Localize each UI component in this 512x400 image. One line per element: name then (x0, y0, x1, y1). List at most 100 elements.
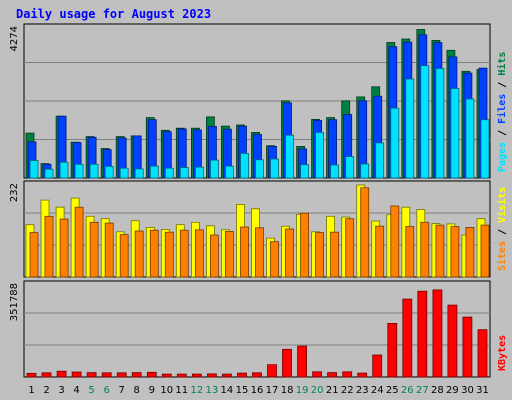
bar-kbytes-day-21 (327, 372, 338, 378)
day-label-6: 6 (104, 385, 110, 396)
bar-sites-day-20 (315, 232, 325, 278)
max-label: 232 (9, 183, 20, 202)
bar-kbytes-day-25 (387, 322, 398, 378)
side-legend: Sites / Visits (496, 187, 508, 271)
bar-sites-day-22 (345, 218, 355, 278)
bar-sites-day-13 (209, 234, 219, 278)
day-label-30: 30 (461, 385, 474, 396)
bar-kbytes-day-6 (101, 372, 112, 378)
panel-hits-panel: 4274 Pages / Files / Hits (9, 23, 508, 179)
bar-pages-day-31 (480, 119, 490, 179)
panel-kbytes-panel: 351788 KBytes (9, 280, 508, 378)
bar-sites-day-1 (29, 232, 39, 278)
day-label-26: 26 (401, 385, 414, 396)
panel-visits-panel: 232 Sites / Visits (9, 180, 508, 278)
legend-visits: Visits (496, 187, 508, 223)
bar-pages-day-29 (450, 88, 460, 179)
bar-kbytes-day-3 (56, 370, 67, 378)
bar-pages-day-12 (194, 166, 204, 179)
day-label-10: 10 (160, 385, 173, 396)
legend-separator: / (497, 223, 508, 241)
bar-sites-day-24 (375, 225, 385, 278)
day-label-18: 18 (281, 385, 294, 396)
bar-pages-day-1 (29, 160, 39, 179)
day-label-5: 5 (88, 385, 94, 396)
bar-kbytes-day-19 (297, 345, 308, 378)
day-label-21: 21 (326, 385, 339, 396)
bar-pages-day-18 (285, 134, 294, 179)
bar-pages-day-23 (360, 163, 370, 179)
bar-pages-day-15 (240, 152, 249, 179)
legend-kbytes: KBytes (497, 335, 508, 371)
bar-pages-day-25 (390, 107, 400, 179)
legend-pages: Pages (497, 142, 508, 172)
legend-separator: / (497, 76, 508, 94)
bar-sites-day-3 (59, 218, 69, 278)
bar-pages-day-24 (375, 142, 385, 179)
bar-sites-day-14 (224, 230, 234, 278)
bar-sites-day-28 (435, 224, 445, 278)
day-label-31: 31 (476, 385, 489, 396)
bar-kbytes-day-23 (357, 372, 368, 378)
bar-kbytes-day-16 (252, 372, 262, 378)
bar-kbytes-day-1 (26, 372, 37, 378)
bar-pages-day-8 (134, 168, 144, 179)
bar-sites-day-16 (255, 227, 264, 278)
day-label-13: 13 (206, 385, 219, 396)
bar-pages-day-10 (164, 167, 174, 179)
bar-kbytes-day-9 (146, 371, 157, 378)
bar-kbytes-day-8 (131, 372, 142, 378)
bar-sites-day-26 (405, 226, 415, 278)
bar-sites-day-5 (89, 221, 99, 278)
bar-kbytes-day-13 (206, 373, 217, 378)
bar-sites-day-4 (74, 206, 84, 278)
side-legend: KBytes (497, 335, 508, 371)
chart-title: Daily usage for August 2023 (16, 7, 211, 21)
day-label-25: 25 (386, 385, 399, 396)
bar-sites-day-29 (450, 226, 460, 278)
bar-pages-day-16 (255, 159, 264, 179)
bar-kbytes-day-22 (342, 371, 353, 378)
day-label-27: 27 (416, 385, 429, 396)
bar-sites-day-12 (194, 229, 204, 278)
bar-sites-day-10 (164, 231, 174, 278)
bar-sites-day-7 (119, 234, 129, 278)
bar-kbytes-day-30 (462, 316, 473, 378)
bar-kbytes-day-15 (237, 372, 247, 378)
day-label-29: 29 (446, 385, 459, 396)
bar-sites-day-2 (44, 215, 54, 278)
legend-separator: / (497, 124, 508, 142)
bar-kbytes-day-18 (282, 348, 292, 378)
bar-sites-day-25 (390, 205, 400, 278)
bar-pages-day-26 (405, 78, 415, 179)
bar-kbytes-day-26 (402, 298, 413, 378)
bar-sites-day-19 (300, 212, 310, 278)
bar-pages-day-7 (119, 167, 129, 179)
bar-pages-day-22 (345, 156, 355, 179)
day-label-8: 8 (134, 385, 140, 396)
bar-kbytes-day-4 (71, 371, 82, 378)
bar-pages-day-9 (149, 165, 159, 179)
bar-sites-day-15 (240, 226, 249, 278)
bar-pages-day-3 (59, 161, 69, 179)
legend-files: Files (496, 94, 508, 124)
day-labels: 1 2 3 4 5 6 7 8 9 10 11 12 13 14 15 16 17 18 19 20 21 22 23 24 2… (28, 385, 489, 396)
bar-pages-day-21 (330, 164, 340, 179)
day-label-11: 11 (175, 385, 188, 396)
bar-sites-day-8 (134, 230, 144, 278)
day-label-2: 2 (43, 385, 49, 396)
bar-sites-day-27 (420, 221, 430, 278)
bar-pages-day-11 (179, 167, 189, 179)
max-label: 351788 (9, 283, 20, 321)
bar-kbytes-day-27 (417, 290, 428, 378)
day-label-1: 1 (28, 385, 34, 396)
bar-kbytes-day-14 (221, 373, 232, 378)
bar-kbytes-day-17 (267, 364, 277, 378)
bar-sites-day-31 (480, 224, 490, 278)
bar-kbytes-day-7 (116, 372, 127, 378)
bar-pages-day-5 (89, 163, 99, 179)
bar-sites-day-21 (330, 231, 340, 278)
bar-pages-day-6 (104, 165, 114, 179)
day-label-17: 17 (266, 385, 279, 396)
